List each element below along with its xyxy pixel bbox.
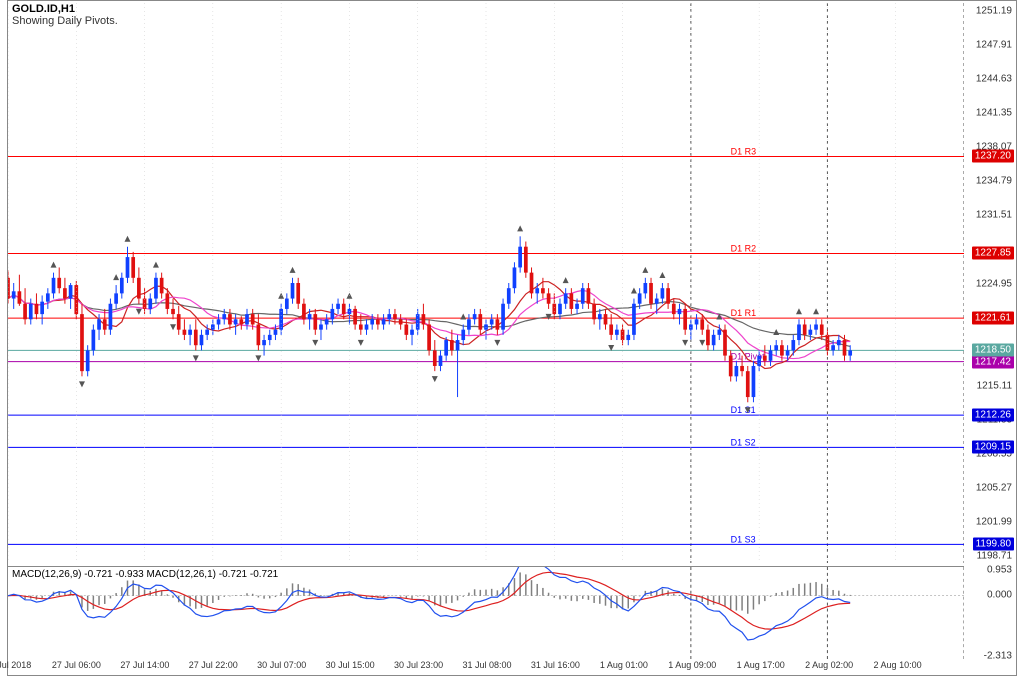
x-tick-label: 30 Jul 15:00 xyxy=(326,660,375,670)
y-tick-label: 1224.95 xyxy=(976,278,1012,289)
svg-text:D1 R1: D1 R1 xyxy=(731,308,756,318)
chart-container: GOLD.ID,H1 Showing Daily Pivots. D1 R3D1… xyxy=(7,0,1017,676)
macd-chart[interactable]: MACD(12,26,9) -0.721 -0.933 MACD(12,26,1… xyxy=(8,566,964,661)
price-chart-svg: D1 R3D1 R2D1 R1D1 PivotD1 S1D1 S2D1 S3 xyxy=(8,3,964,563)
macd-y-axis: 0.953 0.000 -2.313 xyxy=(964,566,1016,661)
y-tick-label: 1241.35 xyxy=(976,108,1012,119)
x-tick-label: 27 Jul 14:00 xyxy=(120,660,169,670)
macd-title: MACD(12,26,9) -0.721 -0.933 MACD(12,26,1… xyxy=(12,569,278,580)
pivot-price-tag: 1217.42 xyxy=(972,355,1014,368)
svg-text:D1 R3: D1 R3 xyxy=(731,146,756,156)
x-tick-label: 1 Aug 01:00 xyxy=(600,660,648,670)
svg-text:D1 S1: D1 S1 xyxy=(731,405,756,415)
y-tick-label: 1198.71 xyxy=(977,550,1012,561)
time-x-axis: 26 Jul 201827 Jul 06:0027 Jul 14:0027 Ju… xyxy=(8,660,964,675)
macd-chart-svg xyxy=(8,567,964,661)
macd-y-tick-label: 0.000 xyxy=(987,590,1012,601)
y-tick-label: 1215.11 xyxy=(977,380,1012,391)
pivot-price-tag: 1227.85 xyxy=(972,247,1014,260)
pivot-price-tag: 1199.80 xyxy=(973,538,1014,551)
x-tick-label: 26 Jul 2018 xyxy=(0,660,31,670)
current-price-tag: 1218.50 xyxy=(972,344,1014,357)
y-tick-label: 1231.51 xyxy=(976,210,1012,221)
x-tick-label: 27 Jul 06:00 xyxy=(52,660,101,670)
macd-y-tick-label: 0.953 xyxy=(987,564,1012,575)
svg-text:D1 S2: D1 S2 xyxy=(731,437,756,447)
pivot-price-tag: 1221.61 xyxy=(972,312,1014,325)
x-tick-label: 1 Aug 09:00 xyxy=(668,660,716,670)
x-tick-label: 2 Aug 02:00 xyxy=(805,660,853,670)
x-tick-label: 31 Jul 08:00 xyxy=(462,660,511,670)
y-tick-label: 1201.99 xyxy=(976,516,1012,527)
svg-text:D1 R2: D1 R2 xyxy=(731,243,756,253)
price-chart[interactable]: D1 R3D1 R2D1 R1D1 PivotD1 S1D1 S2D1 S3 xyxy=(8,3,964,563)
macd-y-tick-label: -2.313 xyxy=(984,651,1012,662)
pivot-price-tag: 1212.26 xyxy=(972,409,1014,422)
svg-text:D1 S3: D1 S3 xyxy=(731,534,756,544)
x-tick-label: 27 Jul 22:00 xyxy=(189,660,238,670)
pivot-price-tag: 1237.20 xyxy=(972,150,1014,163)
y-tick-label: 1251.19 xyxy=(976,6,1012,17)
y-tick-label: 1205.27 xyxy=(976,482,1012,493)
pivot-price-tag: 1209.15 xyxy=(972,441,1014,454)
y-tick-label: 1247.91 xyxy=(976,40,1012,51)
price-y-axis: 1251.191247.911244.631241.351238.071234.… xyxy=(964,3,1016,563)
x-tick-label: 30 Jul 07:00 xyxy=(257,660,306,670)
y-tick-label: 1234.79 xyxy=(976,176,1012,187)
x-tick-label: 30 Jul 23:00 xyxy=(394,660,443,670)
y-tick-label: 1244.63 xyxy=(976,74,1012,85)
x-tick-label: 1 Aug 17:00 xyxy=(737,660,785,670)
x-tick-label: 31 Jul 16:00 xyxy=(531,660,580,670)
x-tick-label: 2 Aug 10:00 xyxy=(874,660,922,670)
